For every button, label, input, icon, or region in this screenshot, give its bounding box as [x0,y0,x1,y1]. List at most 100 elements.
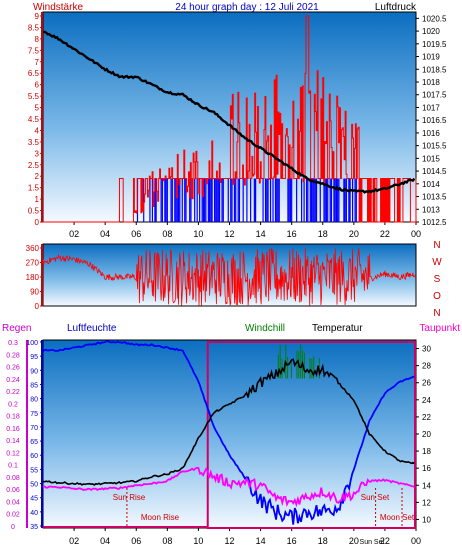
y-tick-rain: 0.02 [6,512,20,519]
pressure-line [42,30,416,194]
y-tick-temp: 22 [422,413,431,422]
y-tick-windspeed: 7.5 [28,46,40,55]
y-tick-windspeed: 9 [35,12,40,21]
windspeed-line [43,15,417,223]
y-tick-rain: 0.3 [8,340,18,347]
y-tick-windspeed: 8.5 [28,23,40,32]
y-tick-humidity: 100 [26,340,38,347]
x-tick-bottom: 18 [318,536,328,546]
humidity-line [42,340,415,525]
y-tick-humidity: 60 [30,453,38,460]
y-tick-rain: 0.26 [6,365,20,372]
x-tick-bottom: 00 [411,536,421,546]
y-tick-humidity: 55 [30,467,38,474]
y-tick-rain: 0.06 [6,487,20,494]
y-tick-temp: 24 [422,396,431,405]
header-windstaerke: Windstärke [33,2,83,13]
y-tick-windspeed: 4.5 [28,115,40,124]
header-luftdruck: Luftdruck [375,2,417,13]
y-tick-temp: 20 [422,430,431,439]
y-tick-rain: 0.04 [6,499,20,506]
y-tick-temp: 18 [422,447,431,456]
y-tick-pressure: 1020 [422,27,440,36]
y-tick-rain: 0.12 [6,450,20,457]
y-tick-humidity: 65 [30,439,38,446]
y-tick-windspeed: 0 [35,218,40,227]
y-tick-direction: 180 [26,273,40,282]
x-tick-top: 00 [411,229,421,239]
compass-label: O [433,291,441,302]
x-tick-top: 22 [380,229,390,239]
y-tick-pressure: 1018 [422,78,440,87]
y-tick-pressure: 1019 [422,53,440,62]
y-tick-rain: 0.28 [6,352,20,359]
y-tick-temp: 12 [422,498,431,507]
x-tick-top: 04 [100,229,110,239]
y-tick-pressure: 1016.5 [422,116,447,125]
rain-box [206,341,416,529]
x-tick-bottom: 12 [224,536,234,546]
moon-set-label: Moon Set [380,513,415,522]
y-tick-pressure: 1016 [422,129,440,138]
y-tick-pressure: 1014 [422,180,440,189]
compass-label: S [434,274,441,285]
y-tick-humidity: 70 [30,425,38,432]
y-tick-rain: 0.22 [6,389,20,396]
header-title: 24 hour graph day : 12 Juli 2021 [175,2,319,13]
y-tick-windspeed: 1 [35,195,40,204]
x-tick-top: 06 [131,229,141,239]
y-tick-rain: 0.18 [6,414,20,421]
y-tick-pressure: 1013.5 [422,193,447,202]
y-tick-temp: 30 [422,345,431,354]
y-tick-windspeed: 6 [35,81,40,90]
x-tick-bottom: 02 [69,536,79,546]
compass-label: N [433,308,440,319]
y-tick-pressure: 1015.5 [422,142,447,151]
y-tick-pressure: 1019.5 [422,40,447,49]
y-tick-temp: 16 [422,464,431,473]
y-tick-pressure: 1018.5 [422,65,447,74]
y-tick-rain: 0 [11,524,15,531]
y-tick-windspeed: 0.5 [28,207,40,216]
x-tick-bottom: 22 [380,536,390,546]
y-tick-windspeed: 5 [35,104,40,113]
y-tick-windspeed: 2 [35,172,40,181]
y-tick-windspeed: 4 [35,126,40,135]
x-tick-bottom: 10 [193,536,203,546]
dewpoint-line [42,466,415,508]
y-tick-rain: 0.14 [6,438,20,445]
y-tick-humidity: 40 [30,510,38,517]
y-tick-windspeed: 8 [35,35,40,44]
y-tick-rain: 0.1 [8,463,18,470]
x-tick-bottom: 06 [131,536,141,546]
compass-label: W [432,257,442,268]
y-tick-pressure: 1017 [422,103,440,112]
y-tick-direction: 360 [26,244,40,253]
label-luftfeuchte: Luftfeuchte [67,323,117,334]
y-tick-rain: 0.24 [6,377,20,384]
x-tick-bottom: 14 [256,536,266,546]
y-tick-temp: 26 [422,379,431,388]
y-tick-windspeed: 5.5 [28,92,40,101]
x-tick-bottom: 04 [100,536,110,546]
x-tick-top: 18 [318,229,328,239]
temperature-line [42,358,415,486]
y-tick-direction: 90 [30,288,39,297]
y-tick-windspeed: 6.5 [28,69,40,78]
y-tick-direction: 270 [26,259,40,268]
label-windchill: Windchill [245,323,285,334]
y-tick-pressure: 1013 [422,205,440,214]
sun-set-label: Sun Set [361,493,390,502]
y-tick-pressure: 1012.5 [422,218,447,227]
y-tick-windspeed: 1.5 [28,184,40,193]
moon-rise-label: Moon Rise [141,513,180,522]
y-tick-direction: 0 [35,302,40,311]
y-tick-humidity: 75 [30,411,38,418]
label-regen: Regen [2,323,31,334]
direction-line [42,247,417,306]
y-tick-windspeed: 2.5 [28,161,40,170]
x-tick-top: 02 [69,229,79,239]
x-tick-top: 16 [287,229,297,239]
y-tick-pressure: 1015 [422,154,440,163]
